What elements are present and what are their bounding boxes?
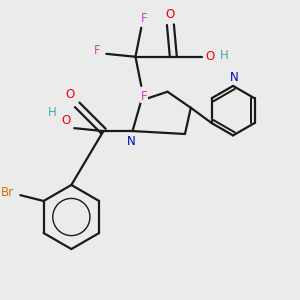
Text: N: N xyxy=(127,135,136,148)
Text: Br: Br xyxy=(1,186,14,199)
Text: H: H xyxy=(48,106,57,118)
Text: O: O xyxy=(166,8,175,21)
Text: F: F xyxy=(141,90,148,103)
Text: N: N xyxy=(230,71,239,84)
Text: O: O xyxy=(65,88,74,101)
Text: H: H xyxy=(220,49,229,62)
Text: O: O xyxy=(205,50,214,63)
Text: O: O xyxy=(61,114,70,128)
Text: F: F xyxy=(141,12,148,26)
Text: F: F xyxy=(94,44,101,57)
